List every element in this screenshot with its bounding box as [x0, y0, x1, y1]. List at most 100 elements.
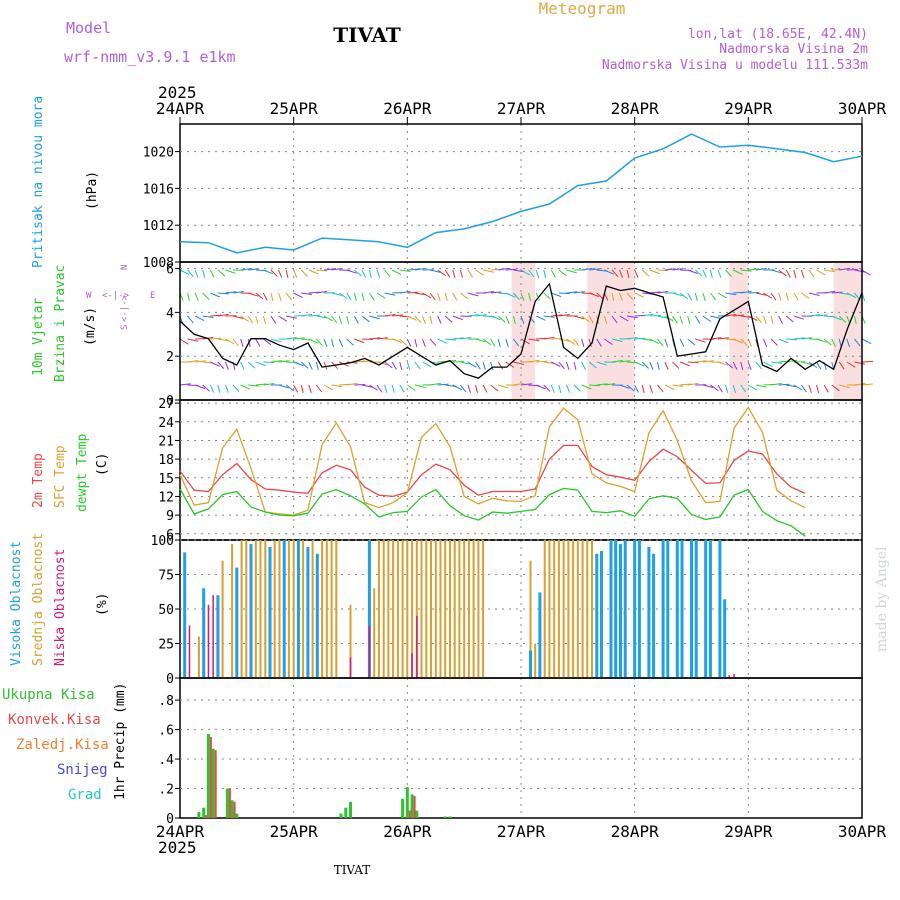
model-altitude-label: Nadmorska Visina u modelu 111.533m	[602, 58, 868, 73]
total-rain-bar	[339, 813, 343, 818]
wind-barb	[626, 269, 630, 279]
wind-barb	[392, 338, 403, 344]
wind-barb	[725, 384, 729, 394]
wind-barb	[437, 383, 449, 386]
wind-barb	[179, 338, 189, 345]
high-cloud-bar	[694, 540, 698, 678]
high-cloud-bar	[647, 546, 651, 678]
mid-cloud-bar	[231, 544, 234, 678]
wind-barb	[467, 292, 479, 297]
wind-barb	[831, 338, 836, 347]
wind-barb	[490, 361, 494, 370]
wind-barb	[217, 384, 221, 394]
temp-ytick-label: 6	[166, 528, 174, 543]
wind-barb	[209, 269, 215, 278]
wind-barb	[202, 269, 206, 279]
wind-barb	[800, 384, 807, 393]
wind-barb	[392, 314, 404, 317]
wind-barb	[232, 384, 240, 393]
wind-barb	[566, 291, 578, 294]
pressure-ytick-label: 1020	[143, 146, 174, 161]
high-cloud-bar	[652, 553, 656, 678]
high-cloud-bar	[306, 546, 310, 678]
wind-barb	[384, 292, 396, 296]
wind-barb	[331, 292, 343, 296]
wind-barb	[732, 384, 736, 393]
wind-barb	[460, 361, 472, 365]
wind-barb	[687, 269, 698, 274]
wind-barb	[376, 384, 383, 393]
wind-barb	[210, 292, 220, 298]
wind-barb	[414, 361, 421, 370]
wind-barb	[452, 292, 458, 301]
wind-barb	[414, 338, 418, 348]
wind-barb	[793, 384, 803, 391]
mid-cloud-bar	[406, 540, 409, 678]
wind-barb	[748, 384, 758, 391]
wind-barb	[467, 361, 477, 368]
wind-barb	[770, 292, 777, 301]
wind-barb	[369, 384, 378, 391]
wind-barb	[854, 338, 861, 347]
wind-barb	[786, 338, 798, 341]
temp-unit: (C)	[95, 453, 110, 476]
wind-barb	[255, 361, 266, 367]
wind-barb	[255, 292, 264, 300]
wind-barb	[604, 338, 613, 345]
temp-ytick-label: 24	[158, 416, 174, 431]
mid-cloud-bar	[534, 643, 537, 678]
high-cloud-bar	[249, 544, 253, 678]
wind-barb	[263, 383, 275, 386]
wind-barb	[747, 361, 752, 370]
wind-barb	[414, 315, 422, 324]
wind-ytick-label: 2	[166, 350, 174, 365]
top-time-axis: 2025 24APR 25APR 26APR 27APR 28APR 29APR 30APR	[156, 83, 886, 124]
mid-cloud-bar	[482, 540, 485, 678]
high-cloud-bar	[367, 540, 371, 678]
wind-barb	[467, 384, 472, 393]
wind-barb	[649, 315, 661, 317]
wind-barb	[368, 269, 372, 279]
wind-barb	[589, 384, 601, 387]
wind-barb	[649, 361, 654, 370]
wind-barb	[778, 383, 790, 386]
wind-barb	[278, 315, 288, 322]
pressure-line	[179, 133, 863, 254]
wind-barb	[498, 267, 510, 271]
conv-rain-bar	[214, 750, 217, 818]
wind-barb	[513, 269, 525, 273]
wind-barb	[611, 269, 619, 278]
wind-barb	[513, 383, 525, 386]
wind-barb	[202, 292, 210, 300]
top-date-label: 29APR	[724, 99, 773, 118]
top-date-label: 26APR	[383, 99, 432, 118]
high-cloud-bar	[723, 599, 727, 678]
mid-cloud-bar	[292, 540, 295, 678]
wind-barb	[278, 360, 290, 363]
wind-barb	[361, 338, 373, 340]
low-cloud-bar	[728, 675, 731, 678]
wind-barb	[604, 383, 616, 386]
wind-barb	[406, 361, 411, 370]
total-rain-bar	[405, 787, 409, 818]
wind-barb	[800, 269, 805, 278]
wind-barb	[399, 384, 405, 393]
wind-barb	[293, 384, 299, 393]
wind-barb	[619, 292, 623, 301]
wind-barb	[657, 315, 669, 319]
conv-rain-bar	[209, 736, 212, 818]
wind-barb	[338, 292, 348, 299]
wind-barb	[232, 338, 239, 347]
wind-barb	[558, 314, 570, 317]
wind-barb	[354, 360, 366, 363]
wind-barb	[793, 315, 805, 320]
wind-barb	[452, 361, 464, 363]
wind-barb	[740, 269, 752, 272]
total-rain-label: Ukupna Kisa	[2, 687, 95, 703]
mid-cloud-bar	[562, 540, 565, 678]
credit-watermark: made by Angel	[874, 546, 890, 652]
low-cloud-bar	[349, 657, 352, 678]
wind-barb	[702, 360, 714, 363]
wind-barb	[619, 384, 630, 389]
wind-strong-band	[833, 262, 862, 400]
